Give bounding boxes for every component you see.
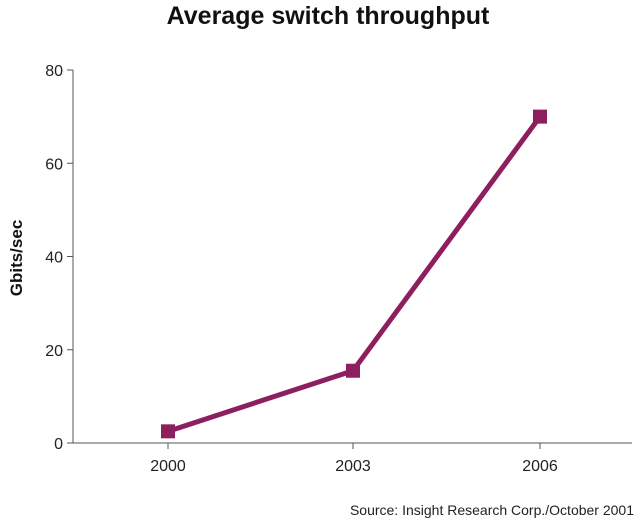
y-tick-label: 60 bbox=[45, 156, 63, 173]
series-line bbox=[167, 115, 543, 434]
y-tick-label: 0 bbox=[54, 436, 63, 453]
x-tick-label: 2003 bbox=[335, 458, 371, 475]
data-series bbox=[161, 109, 547, 439]
y-axis-label: Gbits/sec bbox=[7, 220, 26, 297]
y-ticks: 0 20 40 60 80 bbox=[45, 63, 73, 453]
x-ticks: 2000 2003 2006 bbox=[150, 443, 558, 475]
axes bbox=[72, 70, 632, 444]
x-tick-label: 2006 bbox=[522, 458, 558, 475]
data-point-marker-2006 bbox=[533, 109, 547, 124]
source-note: Source: Insight Research Corp./October 2… bbox=[350, 502, 634, 518]
chart-title: Average switch throughput bbox=[167, 2, 490, 30]
x-tick-label: 2000 bbox=[150, 458, 186, 475]
y-tick-label: 40 bbox=[45, 250, 63, 267]
data-point-marker-2003 bbox=[346, 363, 360, 378]
data-point-marker-2000 bbox=[161, 424, 175, 439]
y-tick-label: 20 bbox=[45, 343, 63, 360]
y-tick-label: 80 bbox=[45, 63, 63, 80]
